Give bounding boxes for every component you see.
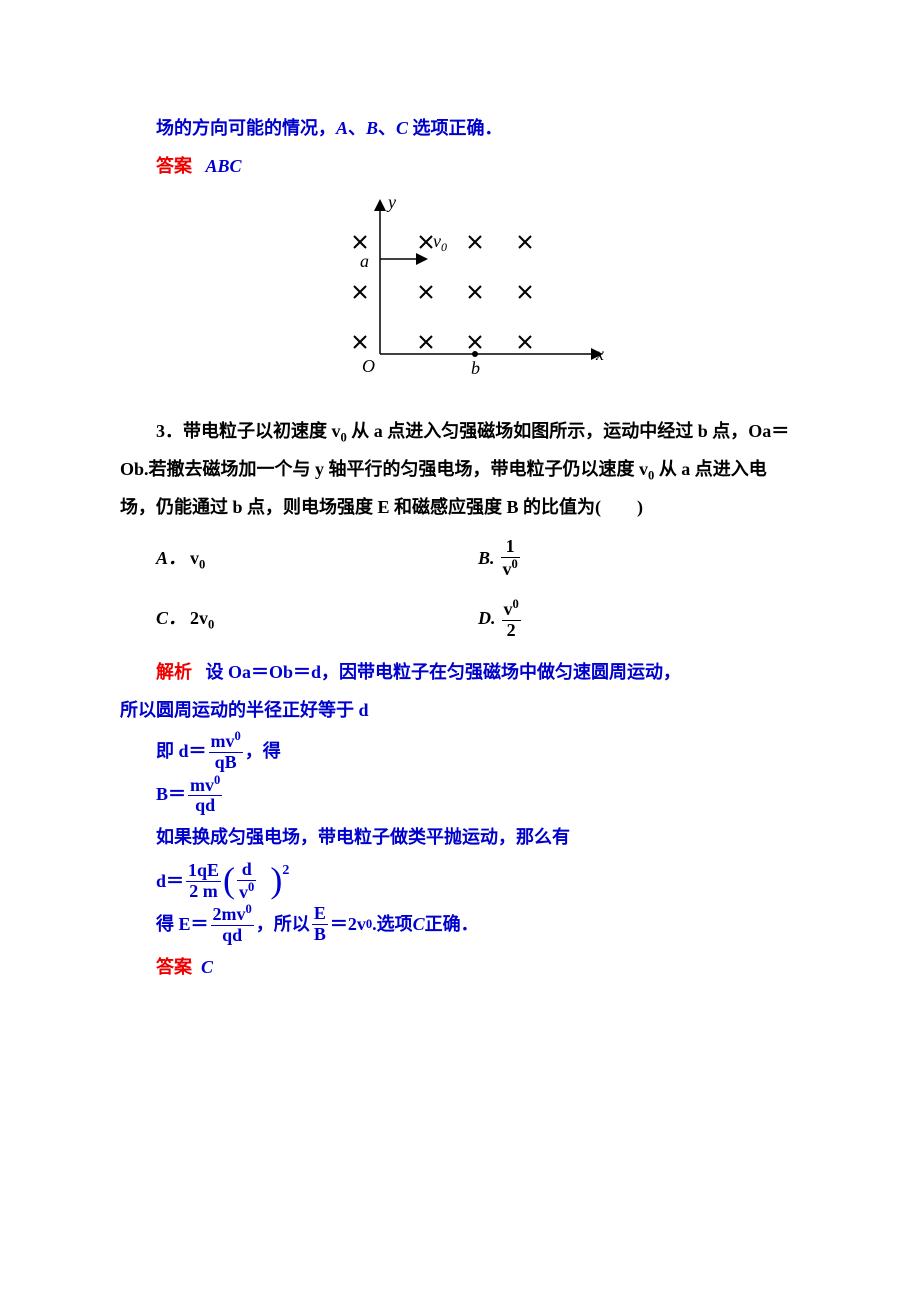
- svg-text:O: O: [362, 356, 375, 376]
- diagram-svg: a v0 b Oy x: [310, 194, 610, 384]
- solution-intro: 解析 设 Oa＝Ob＝d，因带电粒子在匀强磁场中做匀速圆周运动，: [120, 654, 800, 692]
- option-b: B. 1 v0: [478, 537, 800, 580]
- solution-line-2: 所以圆周运动的半径正好等于 d: [120, 692, 800, 730]
- svg-text:v0: v0: [433, 231, 447, 254]
- solution-label: 解析: [156, 662, 192, 682]
- eq-b: B＝ mv0 qd: [156, 773, 800, 816]
- answer-label: 答案: [156, 156, 192, 176]
- answer-1-value: ABC: [206, 156, 242, 176]
- field-diagram: a v0 b Oy x: [120, 194, 800, 398]
- eq-d2: d＝ 1qE 2 m ( d v0 ) 2: [156, 860, 800, 903]
- eq-d: 即 d＝ mv0 qB ，得: [156, 730, 800, 773]
- answer-1-line: 答案 ABC: [120, 148, 800, 186]
- continuation-text: 场的方向可能的情况，A、B、C 选项正确．: [120, 110, 800, 148]
- answer-2-value: C: [201, 946, 213, 989]
- solution-equations: 即 d＝ mv0 qB ，得 B＝ mv0 qd 如果换成匀强电场，带电粒子做类…: [156, 730, 800, 989]
- option-a: A． v0: [156, 537, 478, 580]
- answer-2-line: 答案 C: [156, 946, 800, 989]
- svg-text:b: b: [471, 358, 480, 378]
- question-3-text: 3．带电粒子以初速度 v0 从 a 点进入匀强磁场如图所示，运动中经过 b 点，…: [120, 413, 800, 527]
- solution-line-5: 如果换成匀强电场，带电粒子做类平抛运动，那么有: [156, 816, 800, 859]
- svg-text:x: x: [595, 344, 604, 364]
- option-d: D. v0 2: [478, 598, 800, 641]
- option-c: C． 2v0: [156, 598, 478, 641]
- svg-text:y: y: [386, 194, 396, 212]
- options-grid: A． v0 B. 1 v0 C． 2v0 D. v0 2: [156, 537, 800, 640]
- eq-e: 得 E＝ 2mv0 qd ，所以 E B ＝2v0.选项 C 正确．: [156, 903, 800, 946]
- answer-label: 答案: [156, 946, 192, 989]
- svg-text:a: a: [360, 251, 369, 271]
